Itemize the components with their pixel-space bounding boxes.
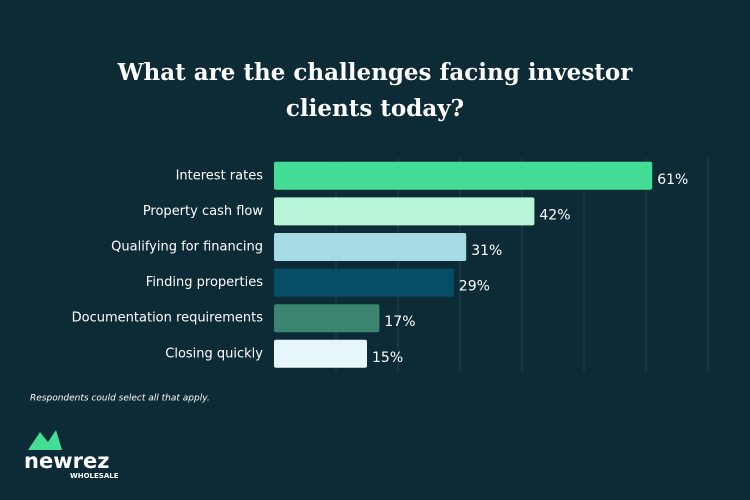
- chart-title: What are the challenges facing investor: [117, 59, 634, 86]
- logo-icon: [28, 430, 62, 450]
- y-tick-label: Interest rates: [176, 168, 264, 183]
- bar: [274, 161, 653, 190]
- logo-sub: WHOLESALE: [70, 472, 119, 480]
- footnote: Respondents could select all that apply.: [30, 394, 210, 404]
- bar: [274, 233, 467, 261]
- logo-name: newrez: [24, 449, 109, 473]
- bar: [274, 339, 367, 368]
- bar: [274, 197, 535, 226]
- value-label: 29%: [459, 279, 490, 295]
- value-label: 61%: [657, 172, 688, 188]
- value-label: 17%: [384, 314, 415, 330]
- y-tick-label: Property cash flow: [143, 204, 264, 219]
- y-tick-label: Documentation requirements: [72, 311, 264, 326]
- value-label: 31%: [471, 243, 502, 259]
- y-tick-label: Finding properties: [146, 275, 263, 290]
- value-label: 15%: [372, 350, 403, 366]
- y-tick-label: Closing quickly: [165, 346, 263, 361]
- chart-title: clients today?: [286, 95, 464, 122]
- y-tick-label: Qualifying for financing: [111, 240, 263, 255]
- bar: [274, 268, 454, 297]
- value-label: 42%: [539, 207, 570, 223]
- bar: [274, 304, 380, 333]
